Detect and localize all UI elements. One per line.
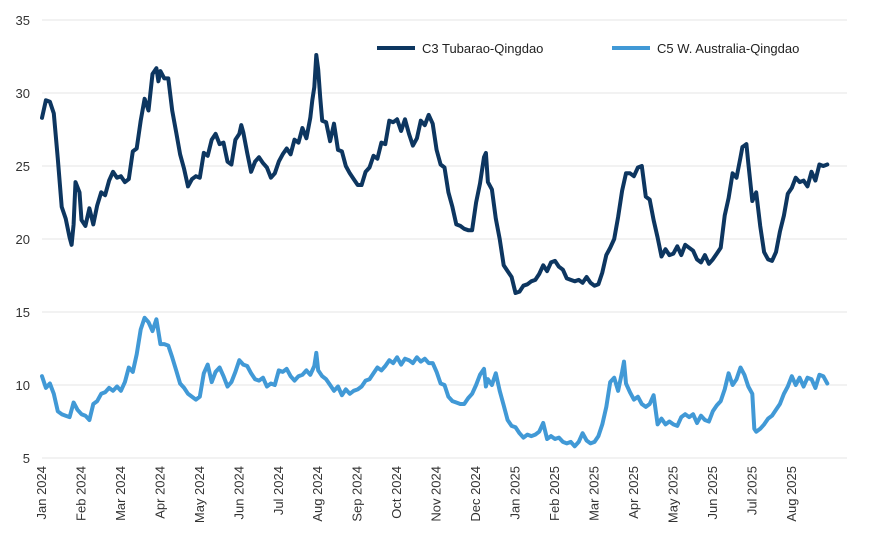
series-line-c3: [40, 53, 830, 295]
legend-label-c5: C5 W. Australia-Qingdao: [657, 41, 799, 56]
series-lines: [40, 53, 830, 449]
x-axis-tick-labels: Jan 2024 Feb 2024 Mar 2024 Apr 2024 May 2024…: [34, 466, 799, 523]
legend: C3 Tubarao-Qingdao C5 W. Australia-Qingd…: [377, 41, 799, 56]
x-tick-label: Mar 2024: [113, 466, 128, 521]
x-tick-label: Apr 2025: [626, 466, 641, 519]
x-tick-label: Jul 2025: [744, 466, 759, 515]
x-tick-label: Jan 2025: [508, 466, 523, 520]
x-tick-label: Mar 2025: [586, 466, 601, 521]
y-tick-label: 15: [16, 305, 30, 320]
x-tick-label: Jun 2025: [705, 466, 720, 520]
x-tick-label: Feb 2024: [73, 466, 88, 521]
x-tick-label: Nov 2024: [429, 466, 444, 522]
series-line-c5: [40, 315, 830, 449]
x-tick-label: Jun 2024: [231, 466, 246, 520]
y-tick-label: 10: [16, 378, 30, 393]
x-tick-label: Sep 2024: [350, 466, 365, 522]
x-tick-label: Jan 2024: [34, 466, 49, 520]
x-tick-label: May 2025: [665, 466, 680, 523]
y-axis-tick-labels: 5 10 15 20 25 30 35: [16, 13, 30, 466]
y-tick-label: 30: [16, 86, 30, 101]
x-tick-label: Feb 2025: [547, 466, 562, 521]
y-tick-label: 5: [23, 451, 30, 466]
y-tick-label: 20: [16, 232, 30, 247]
x-tick-label: Aug 2025: [784, 466, 799, 522]
legend-label-c3: C3 Tubarao-Qingdao: [422, 41, 543, 56]
x-tick-label: May 2024: [192, 466, 207, 523]
x-tick-label: Dec 2024: [468, 466, 483, 522]
x-tick-label: Jul 2024: [271, 466, 286, 515]
y-tick-label: 35: [16, 13, 30, 28]
y-tick-label: 25: [16, 159, 30, 174]
grid-lines: [42, 19, 847, 459]
x-tick-label: Apr 2024: [152, 466, 167, 519]
x-tick-label: Oct 2024: [389, 466, 404, 519]
x-tick-label: Aug 2024: [310, 466, 325, 522]
